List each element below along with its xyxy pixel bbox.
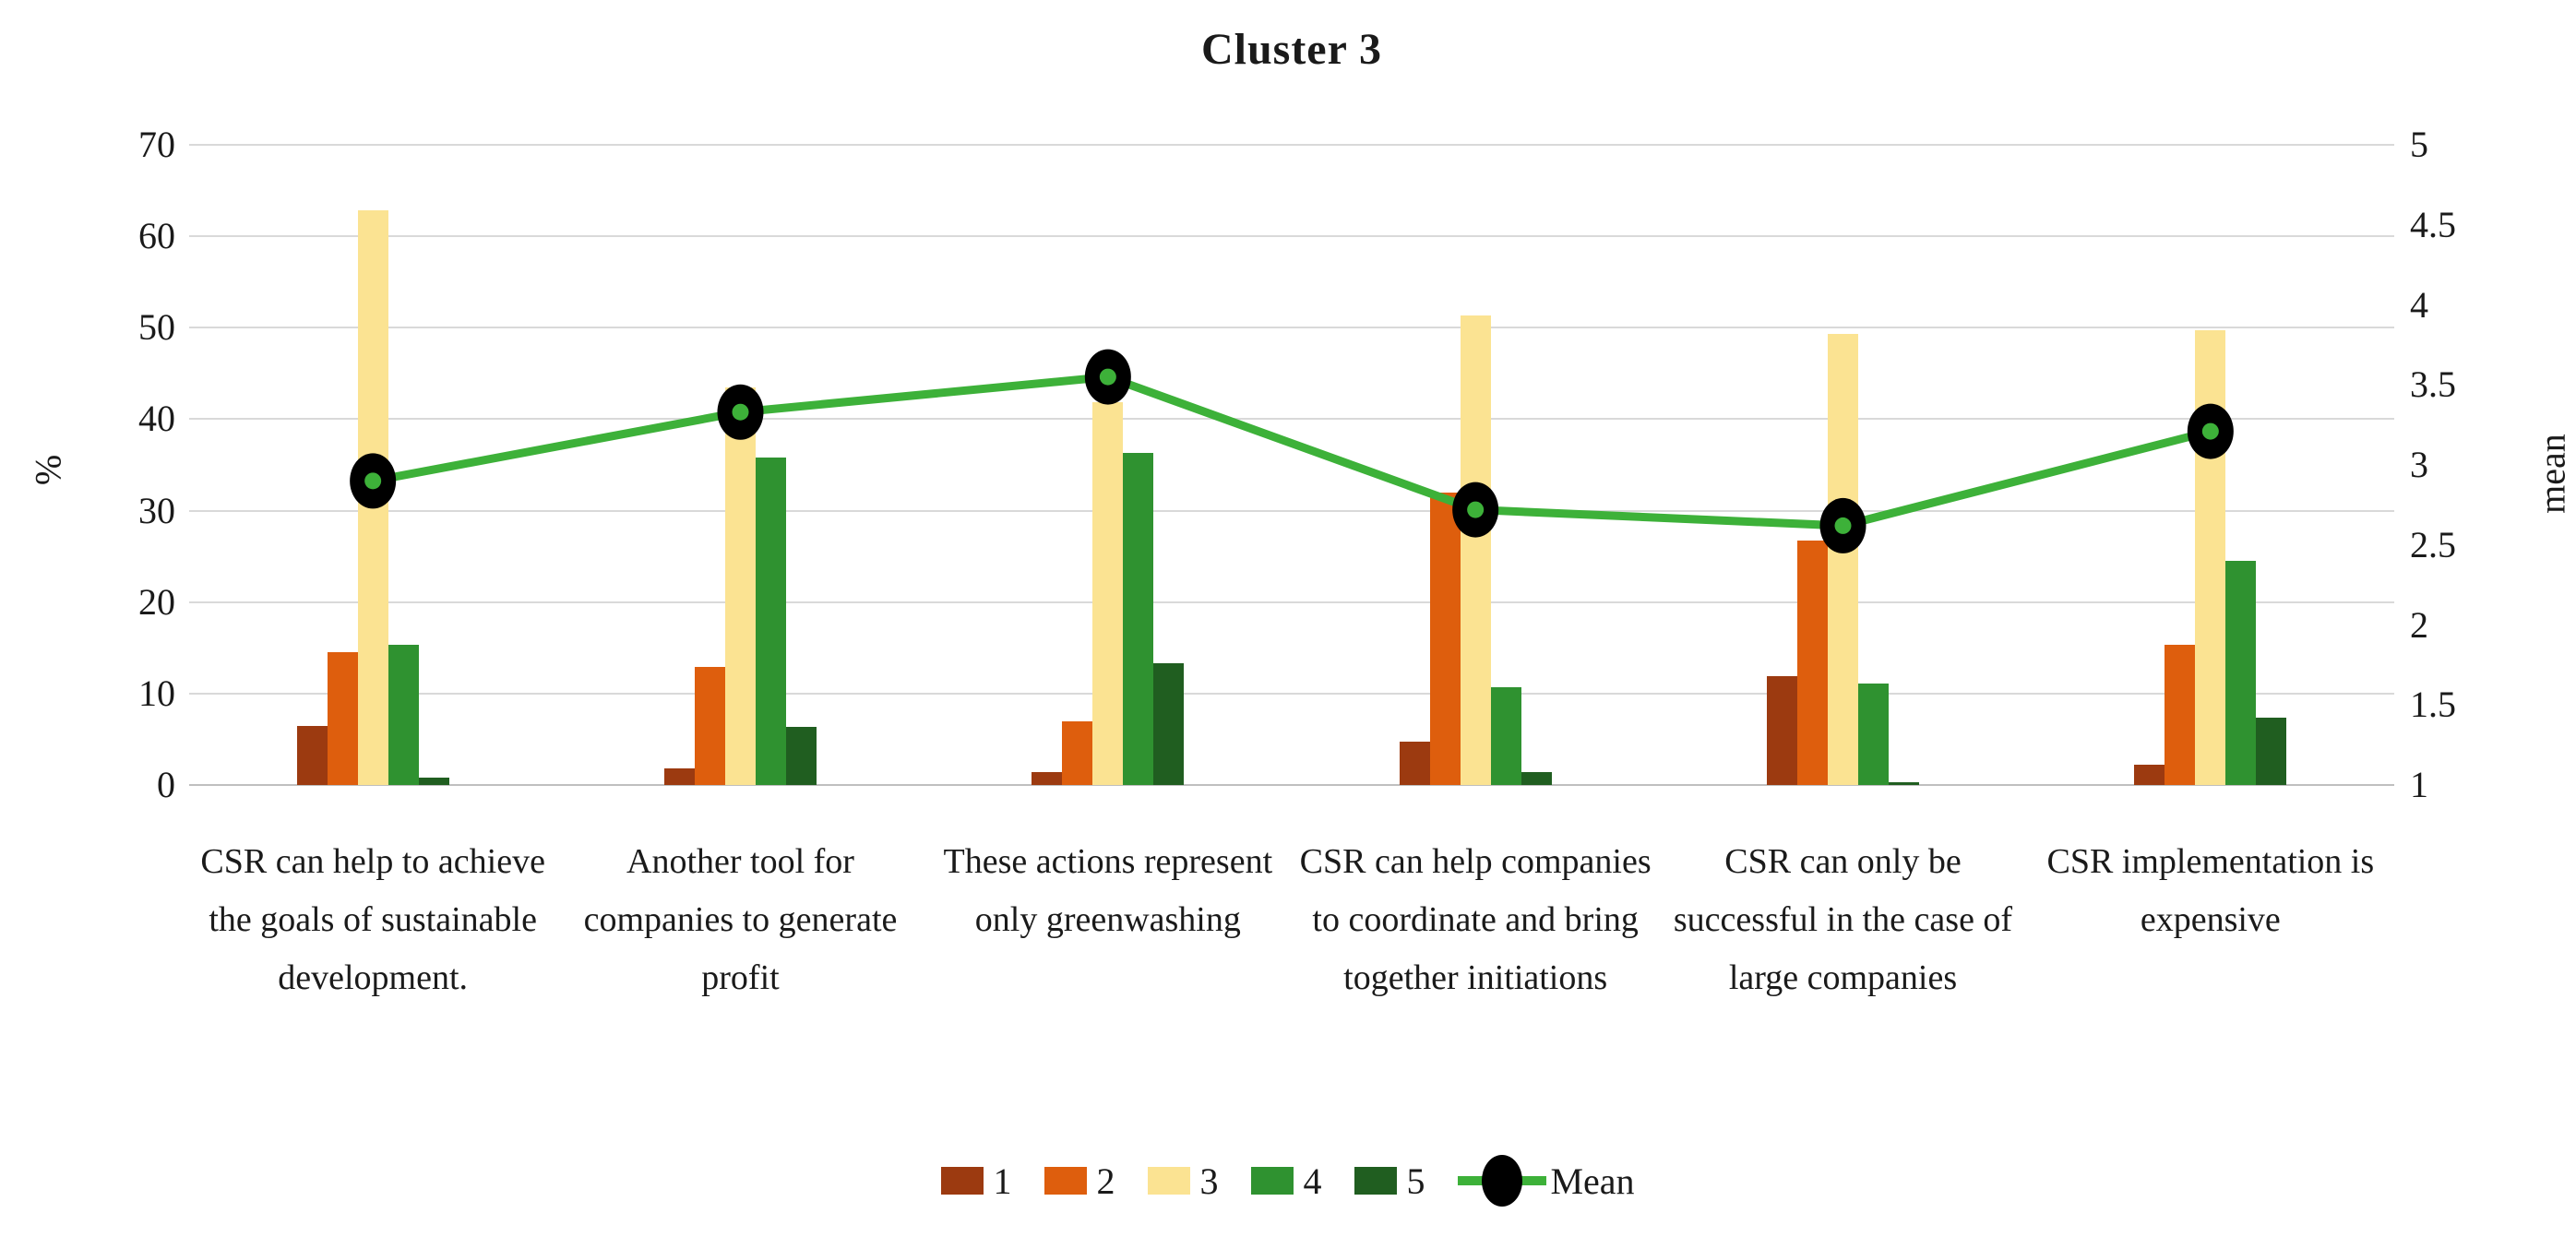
gridline-40 — [189, 418, 2394, 421]
bar-rating5-group1 — [418, 778, 449, 785]
gridline-70 — [189, 144, 2394, 146]
legend-swatch-icon-4 — [1251, 1167, 1294, 1195]
left-tick-50: 50 — [138, 306, 175, 349]
bar-rating4-group2 — [756, 458, 786, 785]
mean-line-layer — [350, 349, 2234, 553]
category-axis-labels: CSR can help to achieve the goals of sus… — [0, 833, 2576, 1137]
right-axis-title: mean — [2531, 434, 2573, 514]
legend-swatch-icon-3 — [1148, 1167, 1191, 1195]
legend-item-1: 1 — [941, 1160, 1011, 1203]
mean-marker-center-group4 — [1467, 501, 1485, 518]
bar-rating5-group5 — [1889, 782, 1919, 785]
bar-rating4-group3 — [1123, 453, 1154, 785]
gridline-50 — [189, 327, 2394, 329]
gridline-20 — [189, 601, 2394, 603]
bar-rating1-group6 — [2134, 765, 2165, 785]
bar-rating5-group4 — [1521, 772, 1552, 785]
left-tick-60: 60 — [138, 215, 175, 257]
legend-label-5: 5 — [1406, 1160, 1425, 1202]
right-tick-5: 5 — [2410, 124, 2428, 165]
bar-rating2-group1 — [327, 652, 358, 785]
bar-rating2-group2 — [695, 667, 725, 785]
mean-marker-center-group1 — [364, 472, 382, 490]
category-label-1: CSR can help to achieve the goals of sus… — [200, 842, 545, 998]
mean-marker-center-group6 — [2201, 422, 2219, 440]
bar-rating4-group1 — [388, 645, 419, 785]
gridline-60 — [189, 235, 2394, 238]
bar-rating3-group3 — [1092, 401, 1124, 785]
chart-title: Cluster 3 — [1200, 25, 1383, 74]
bar-rating3-group4 — [1460, 315, 1491, 785]
bar-rating2-group6 — [2165, 645, 2196, 785]
left-tick-70: 70 — [138, 124, 175, 165]
bar-rating2-group3 — [1062, 720, 1093, 785]
mean-marker-center-group3 — [1099, 368, 1116, 386]
category-label-4: CSR can help companies to coordinate and… — [1299, 842, 1652, 998]
bar-rating5-group2 — [786, 726, 817, 785]
bar-rating3-group5 — [1828, 334, 1858, 785]
legend-label-3: 3 — [1199, 1160, 1219, 1202]
bar-rating2-group5 — [1797, 541, 1828, 785]
left-axis-tick-labels: 70 60 50 40 30 20 10 0 — [37, 126, 175, 803]
plot-area — [189, 144, 2394, 786]
legend: 1 2 3 4 5 Mean — [0, 1153, 2576, 1208]
bar-rating1-group3 — [1032, 772, 1063, 785]
left-tick-20: 20 — [138, 580, 175, 623]
bar-rating1-group2 — [664, 768, 695, 785]
bar-rating5-group3 — [1153, 663, 1185, 785]
category-label-5: CSR can only be successful in the case o… — [1673, 842, 2013, 998]
category-label-2: Another tool for companies to generate p… — [583, 842, 898, 998]
legend-item-4: 4 — [1251, 1160, 1321, 1203]
gridline-30 — [189, 509, 2394, 512]
left-tick-30: 30 — [138, 489, 175, 531]
legend-item-5: 5 — [1354, 1160, 1425, 1203]
bar-rating5-group6 — [2256, 717, 2287, 785]
bar-rating3-group2 — [725, 387, 756, 785]
category-label-6: CSR implementation is expensive — [2046, 842, 2375, 940]
legend-label-2: 2 — [1096, 1160, 1115, 1202]
x-axis-baseline — [189, 784, 2394, 786]
right-tick-4: 4 — [2410, 283, 2428, 326]
legend-swatch-icon-1 — [941, 1167, 984, 1195]
gridline-10 — [189, 692, 2394, 695]
right-tick-1: 1 — [2410, 764, 2428, 805]
legend-swatch-icon-2 — [1044, 1167, 1088, 1195]
bar-rating4-group4 — [1490, 686, 1521, 785]
legend-item-3: 3 — [1148, 1160, 1218, 1203]
legend-label-4: 4 — [1303, 1160, 1322, 1202]
bar-rating1-group4 — [1399, 742, 1430, 785]
bar-rating4-group5 — [1858, 683, 1889, 785]
legend-item-2: 2 — [1044, 1160, 1115, 1203]
legend-swatch-icon-5 — [1354, 1167, 1398, 1195]
left-tick-0: 0 — [157, 764, 175, 805]
legend-item-mean: Mean — [1458, 1153, 1635, 1208]
legend-label-mean: Mean — [1550, 1160, 1635, 1202]
right-tick-2: 2 — [2410, 603, 2428, 646]
right-axis-tick-labels: 5 4.5 4 3.5 3 2.5 2 1.5 1 — [2410, 126, 2511, 803]
right-tick-3.5: 3.5 — [2410, 363, 2456, 406]
category-label-3: These actions represent only greenwashin… — [943, 842, 1273, 940]
right-tick-4.5: 4.5 — [2410, 203, 2456, 245]
right-tick-2.5: 2.5 — [2410, 523, 2456, 565]
bar-rating2-group4 — [1429, 492, 1461, 785]
right-tick-1.5: 1.5 — [2410, 684, 2456, 726]
mean-line — [372, 372, 2212, 530]
bar-rating1-group5 — [1767, 676, 1797, 785]
legend-mean-marker-icon — [1458, 1153, 1547, 1208]
right-tick-3: 3 — [2410, 444, 2428, 485]
mean-marker-center-group2 — [732, 403, 749, 421]
left-tick-10: 10 — [138, 672, 175, 714]
mean-marker-center-group5 — [1834, 517, 1852, 534]
bar-rating1-group1 — [296, 725, 328, 785]
legend-mean-dot-icon — [1482, 1155, 1523, 1207]
left-tick-40: 40 — [138, 398, 175, 440]
bar-rating4-group6 — [2225, 561, 2257, 785]
legend-label-1: 1 — [993, 1160, 1012, 1202]
